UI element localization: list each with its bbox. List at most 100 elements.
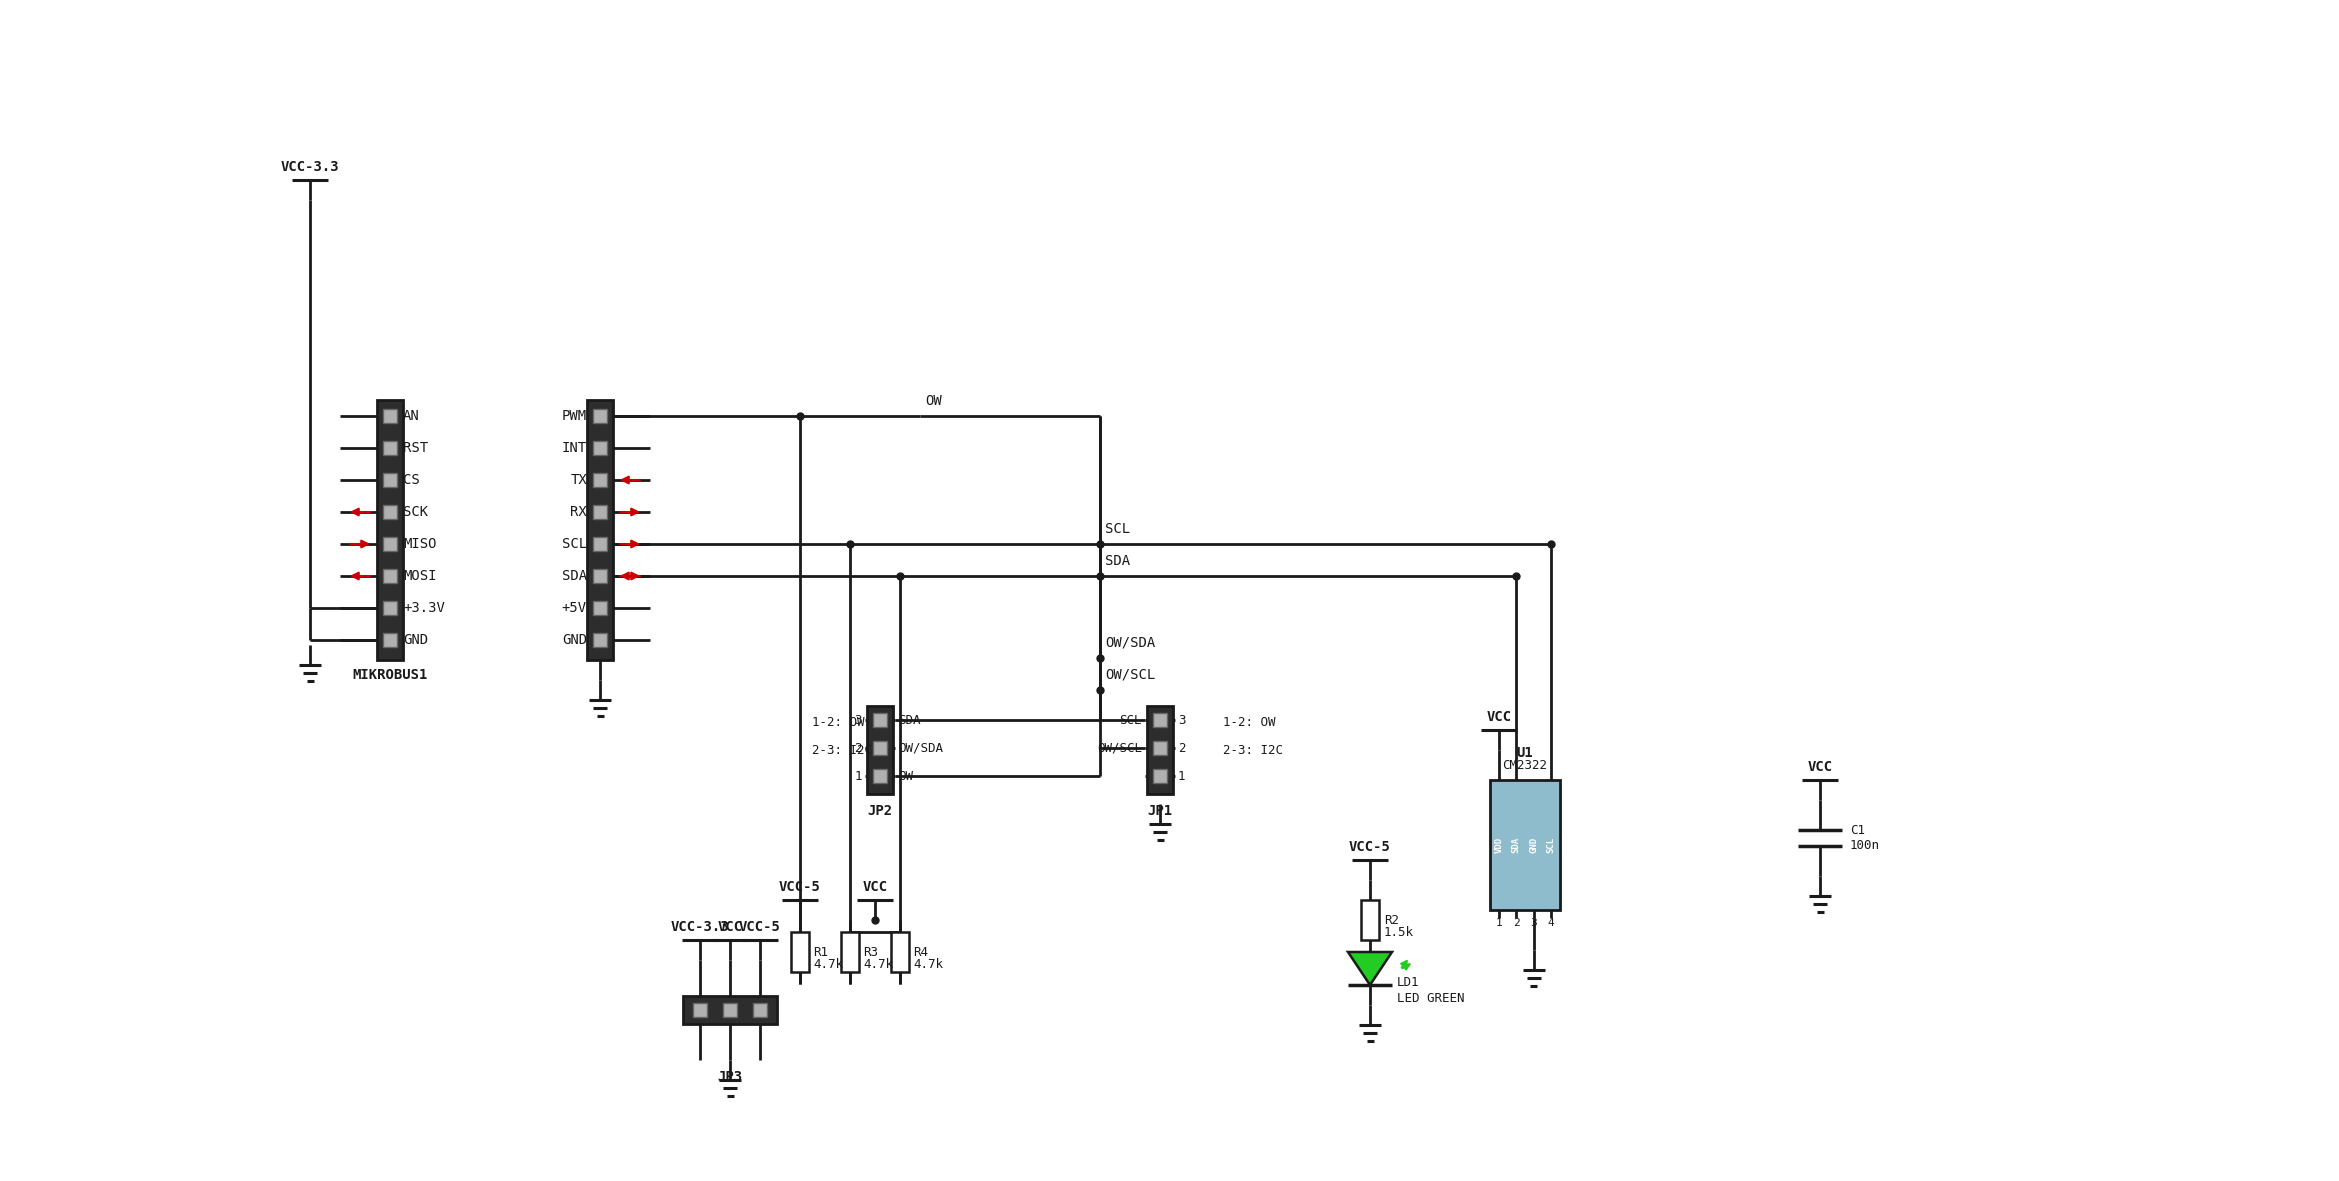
Bar (594, 537, 608, 552)
Text: AN: AN (402, 409, 419, 423)
Bar (1490, 779, 1560, 911)
Text: 3: 3 (1530, 918, 1537, 928)
Text: U1: U1 (1516, 746, 1534, 761)
Text: SDA: SDA (898, 713, 922, 726)
Text: R1: R1 (814, 946, 828, 959)
Bar (872, 769, 886, 783)
Bar (683, 996, 777, 1024)
Text: VCC-3.3: VCC-3.3 (671, 920, 730, 934)
Text: MIKROBUS1: MIKROBUS1 (353, 668, 428, 681)
Text: VCC: VCC (863, 880, 886, 894)
Text: 4: 4 (1548, 918, 1555, 928)
Bar (594, 601, 608, 615)
Text: VCC: VCC (718, 920, 741, 934)
Text: TX: TX (571, 474, 587, 487)
Text: 2: 2 (1179, 742, 1186, 755)
Text: VCC: VCC (1485, 710, 1511, 724)
Bar (384, 474, 398, 487)
Text: C1
100n: C1 100n (1850, 824, 1881, 852)
Text: OW: OW (924, 394, 943, 407)
Text: 1.5k: 1.5k (1385, 927, 1415, 940)
Text: PWM: PWM (561, 409, 587, 423)
Bar (723, 1003, 737, 1017)
Bar (384, 633, 398, 647)
Text: 4.7k: 4.7k (814, 959, 842, 972)
Bar (872, 740, 886, 755)
Text: SCL: SCL (1546, 837, 1555, 853)
Bar (384, 601, 398, 615)
Text: 3: 3 (854, 713, 863, 726)
Bar (1146, 706, 1172, 794)
Bar (594, 409, 608, 423)
Bar (1153, 769, 1167, 783)
Text: GND: GND (561, 633, 587, 647)
Text: OW/SCL: OW/SCL (1097, 742, 1141, 755)
Text: JP3: JP3 (718, 1070, 741, 1084)
Text: 1: 1 (854, 770, 863, 783)
Text: CS: CS (402, 474, 419, 487)
Text: SDA: SDA (561, 569, 587, 583)
Bar (594, 441, 608, 455)
Text: 4.7k: 4.7k (912, 959, 943, 972)
Text: R3: R3 (863, 946, 877, 959)
Text: SCL: SCL (1104, 522, 1130, 536)
Bar (384, 537, 398, 552)
Text: MISO: MISO (402, 537, 437, 552)
Text: VCC-5: VCC-5 (739, 920, 781, 934)
Bar (594, 505, 608, 518)
Text: 1-2: OW: 1-2: OW (812, 716, 865, 729)
Bar (753, 1003, 767, 1017)
Text: 3: 3 (1179, 713, 1186, 726)
Bar (842, 932, 858, 972)
Text: 2: 2 (854, 742, 863, 755)
Text: R4: R4 (912, 946, 929, 959)
Text: 1: 1 (1179, 770, 1186, 783)
Text: 1-2: OW: 1-2: OW (1223, 716, 1275, 729)
Text: SCL: SCL (561, 537, 587, 552)
Text: MOSI: MOSI (402, 569, 437, 583)
Text: OW/SDA: OW/SDA (1104, 637, 1155, 650)
Bar (384, 441, 398, 455)
Text: JP1: JP1 (1148, 804, 1172, 818)
Bar (1153, 740, 1167, 755)
Polygon shape (1347, 952, 1392, 985)
Bar (384, 409, 398, 423)
Bar (891, 932, 910, 972)
Bar (384, 505, 398, 518)
Text: OW: OW (898, 770, 912, 783)
Text: LED GREEN: LED GREEN (1396, 992, 1464, 1005)
Text: 2-3: I2C: 2-3: I2C (1223, 744, 1284, 757)
Bar (872, 713, 886, 727)
Text: SDA: SDA (1511, 837, 1520, 853)
Text: VCC-3.3: VCC-3.3 (281, 159, 339, 174)
Text: OW/SCL: OW/SCL (1104, 668, 1155, 681)
Text: 4.7k: 4.7k (863, 959, 893, 972)
Bar (594, 474, 608, 487)
Text: GND: GND (402, 633, 428, 647)
Text: VDD: VDD (1495, 837, 1504, 853)
Text: RX: RX (571, 505, 587, 518)
Text: LD1: LD1 (1396, 977, 1420, 990)
Bar (868, 706, 893, 794)
Text: VCC: VCC (1808, 761, 1831, 774)
Text: SCK: SCK (402, 505, 428, 518)
Text: +5V: +5V (561, 601, 587, 615)
Text: CM2322: CM2322 (1502, 759, 1548, 772)
Text: VCC-5: VCC-5 (1350, 840, 1392, 854)
Bar (1153, 713, 1167, 727)
Text: 2-3: I2C: 2-3: I2C (812, 744, 872, 757)
Text: RST: RST (402, 441, 428, 455)
Text: 1: 1 (1495, 918, 1502, 928)
Text: VCC-5: VCC-5 (779, 880, 821, 894)
Text: +3.3V: +3.3V (402, 601, 444, 615)
Bar (384, 569, 398, 583)
Text: SDA: SDA (1104, 554, 1130, 568)
Bar (594, 633, 608, 647)
Text: JP2: JP2 (868, 804, 893, 818)
Bar (594, 569, 608, 583)
Text: INT: INT (561, 441, 587, 455)
Text: 2: 2 (1513, 918, 1520, 928)
Text: SCL: SCL (1120, 713, 1141, 726)
Bar (377, 400, 402, 660)
Text: R2: R2 (1385, 913, 1399, 927)
